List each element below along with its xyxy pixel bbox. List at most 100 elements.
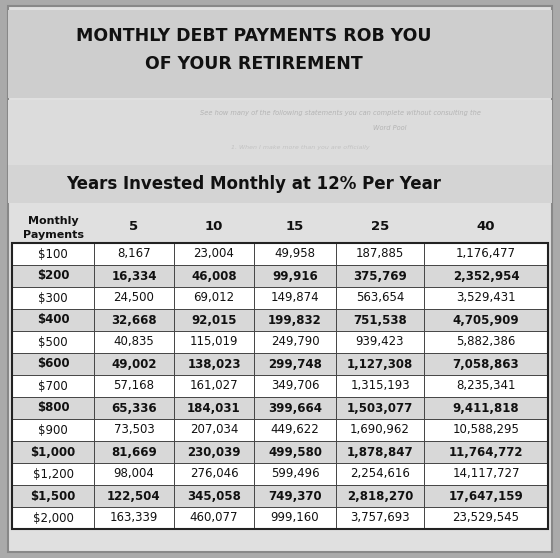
Text: $1,200: $1,200 xyxy=(32,468,73,480)
Bar xyxy=(12,309,548,331)
Text: 230,039: 230,039 xyxy=(187,445,241,459)
Text: $200: $200 xyxy=(37,270,69,282)
Text: 17,647,159: 17,647,159 xyxy=(449,489,524,503)
Text: $900: $900 xyxy=(38,424,68,436)
Text: 5: 5 xyxy=(129,219,138,233)
Text: Years Invested Monthly at 12% Per Year: Years Invested Monthly at 12% Per Year xyxy=(67,175,441,193)
Bar xyxy=(12,441,548,463)
Text: 1,690,962: 1,690,962 xyxy=(350,424,410,436)
Text: 1,127,308: 1,127,308 xyxy=(347,358,413,371)
Text: 1. When I make more than you are officially: 1. When I make more than you are officia… xyxy=(231,146,369,151)
Bar xyxy=(12,265,548,287)
Text: 23,529,545: 23,529,545 xyxy=(452,512,520,525)
Text: 14,117,727: 14,117,727 xyxy=(452,468,520,480)
Text: 7,058,863: 7,058,863 xyxy=(452,358,519,371)
Text: 2,818,270: 2,818,270 xyxy=(347,489,413,503)
Bar xyxy=(12,397,548,419)
Text: 57,168: 57,168 xyxy=(114,379,155,392)
Text: 40,835: 40,835 xyxy=(114,335,155,349)
Bar xyxy=(8,165,552,203)
Text: $500: $500 xyxy=(38,335,68,349)
Text: 73,503: 73,503 xyxy=(114,424,155,436)
Text: 25: 25 xyxy=(371,219,389,233)
Bar xyxy=(8,100,552,168)
Text: 11,764,772: 11,764,772 xyxy=(449,445,523,459)
Text: 10: 10 xyxy=(205,219,223,233)
Text: 2,254,616: 2,254,616 xyxy=(350,468,410,480)
Text: 15: 15 xyxy=(286,219,304,233)
Text: MONTHLY DEBT PAYMENTS ROB YOU: MONTHLY DEBT PAYMENTS ROB YOU xyxy=(76,27,432,45)
Text: 3,757,693: 3,757,693 xyxy=(350,512,410,525)
Text: 23,004: 23,004 xyxy=(194,248,235,261)
Text: 299,748: 299,748 xyxy=(268,358,322,371)
Text: 199,832: 199,832 xyxy=(268,314,322,326)
Text: 276,046: 276,046 xyxy=(190,468,239,480)
Text: 8,235,341: 8,235,341 xyxy=(456,379,516,392)
Text: Monthly
Payments: Monthly Payments xyxy=(22,217,83,239)
Text: 599,496: 599,496 xyxy=(270,468,319,480)
Text: 9,411,818: 9,411,818 xyxy=(452,402,519,415)
Text: $400: $400 xyxy=(37,314,69,326)
Text: See how many of the following statements you can complete without consulting the: See how many of the following statements… xyxy=(199,110,480,116)
Text: 81,669: 81,669 xyxy=(111,445,157,459)
Text: 1,503,077: 1,503,077 xyxy=(347,402,413,415)
Text: 349,706: 349,706 xyxy=(270,379,319,392)
Text: 161,027: 161,027 xyxy=(190,379,239,392)
Text: 999,160: 999,160 xyxy=(270,512,319,525)
Text: 187,885: 187,885 xyxy=(356,248,404,261)
Text: $300: $300 xyxy=(38,291,68,305)
Text: 345,058: 345,058 xyxy=(187,489,241,503)
Text: 5,882,386: 5,882,386 xyxy=(456,335,516,349)
Text: $700: $700 xyxy=(38,379,68,392)
Text: $800: $800 xyxy=(37,402,69,415)
Text: 138,023: 138,023 xyxy=(187,358,241,371)
Bar xyxy=(12,485,548,507)
Text: 207,034: 207,034 xyxy=(190,424,238,436)
Text: 3,529,431: 3,529,431 xyxy=(456,291,516,305)
Text: 939,423: 939,423 xyxy=(356,335,404,349)
Text: 46,008: 46,008 xyxy=(191,270,237,282)
Text: 249,790: 249,790 xyxy=(270,335,319,349)
Text: 40: 40 xyxy=(477,219,495,233)
Bar xyxy=(12,353,548,375)
Text: 460,077: 460,077 xyxy=(190,512,238,525)
Text: 1,176,477: 1,176,477 xyxy=(456,248,516,261)
Text: 24,500: 24,500 xyxy=(114,291,155,305)
Bar xyxy=(8,10,552,98)
Text: $600: $600 xyxy=(37,358,69,371)
Text: 751,538: 751,538 xyxy=(353,314,407,326)
Bar xyxy=(12,243,548,529)
Text: 65,336: 65,336 xyxy=(111,402,157,415)
Text: 375,769: 375,769 xyxy=(353,270,407,282)
Text: 49,002: 49,002 xyxy=(111,358,157,371)
Text: 563,654: 563,654 xyxy=(356,291,404,305)
Text: $1,000: $1,000 xyxy=(30,445,76,459)
Text: 399,664: 399,664 xyxy=(268,402,322,415)
Text: 184,031: 184,031 xyxy=(187,402,241,415)
Text: 98,004: 98,004 xyxy=(114,468,155,480)
Text: $100: $100 xyxy=(38,248,68,261)
Text: 32,668: 32,668 xyxy=(111,314,157,326)
Text: $2,000: $2,000 xyxy=(32,512,73,525)
Text: 749,370: 749,370 xyxy=(268,489,322,503)
Text: Word Pool: Word Pool xyxy=(374,125,407,131)
Text: 115,019: 115,019 xyxy=(190,335,238,349)
Text: 49,958: 49,958 xyxy=(274,248,315,261)
Text: 449,622: 449,622 xyxy=(270,424,319,436)
Text: 499,580: 499,580 xyxy=(268,445,322,459)
Text: $1,500: $1,500 xyxy=(30,489,76,503)
Text: 99,916: 99,916 xyxy=(272,270,318,282)
Text: 10,588,295: 10,588,295 xyxy=(452,424,520,436)
Text: 69,012: 69,012 xyxy=(193,291,235,305)
Text: 8,167: 8,167 xyxy=(117,248,151,261)
Text: 92,015: 92,015 xyxy=(192,314,237,326)
Text: OF YOUR RETIREMENT: OF YOUR RETIREMENT xyxy=(145,55,363,73)
Text: 2,352,954: 2,352,954 xyxy=(452,270,519,282)
Text: 122,504: 122,504 xyxy=(107,489,161,503)
Text: 1,315,193: 1,315,193 xyxy=(350,379,410,392)
Text: 149,874: 149,874 xyxy=(270,291,319,305)
Text: 163,339: 163,339 xyxy=(110,512,158,525)
Text: 16,334: 16,334 xyxy=(111,270,157,282)
Text: 4,705,909: 4,705,909 xyxy=(452,314,519,326)
Text: 1,878,847: 1,878,847 xyxy=(347,445,413,459)
